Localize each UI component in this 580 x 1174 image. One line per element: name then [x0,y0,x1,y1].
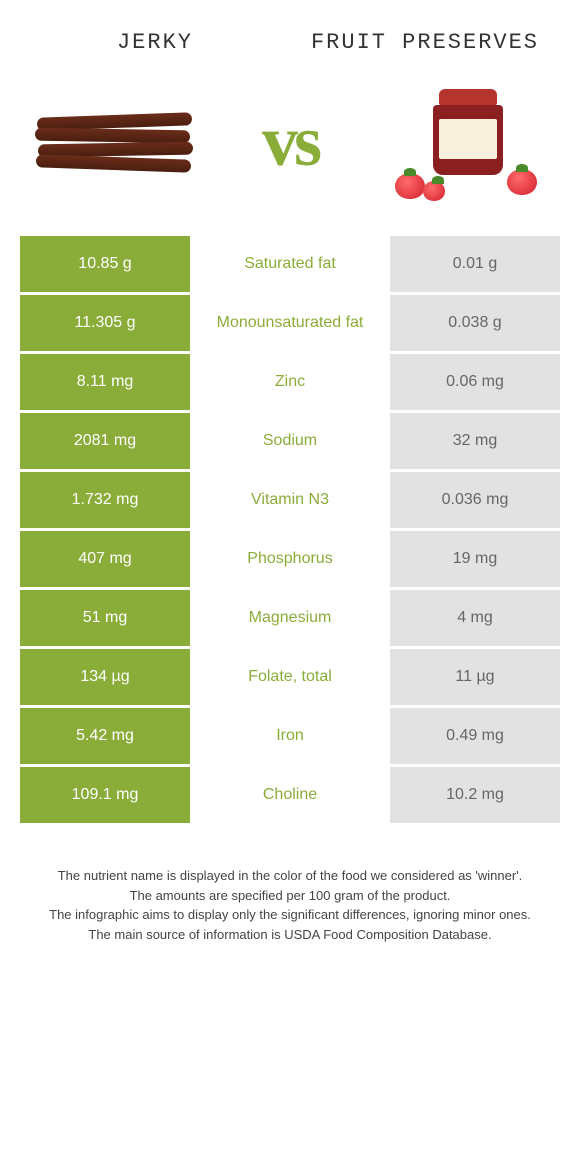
table-row: 11.305 gMonounsaturated fat0.038 g [20,295,560,351]
footer-notes: The nutrient name is displayed in the co… [0,826,580,944]
table-row: 109.1 mgCholine10.2 mg [20,767,560,823]
footer-line: The main source of information is USDA F… [30,925,550,945]
table-row: 5.42 mgIron0.49 mg [20,708,560,764]
value-right: 0.036 mg [390,472,560,528]
table-row: 1.732 mgVitamin N30.036 mg [20,472,560,528]
nutrient-name: Vitamin N3 [190,472,390,528]
nutrient-name: Magnesium [190,590,390,646]
comparison-table: 10.85 gSaturated fat0.01 g11.305 gMonoun… [20,236,560,823]
value-right: 4 mg [390,590,560,646]
footer-line: The nutrient name is displayed in the co… [30,866,550,886]
header-left: Jerky [20,30,290,56]
value-left: 8.11 mg [20,354,190,410]
value-left: 11.305 g [20,295,190,351]
value-left: 134 µg [20,649,190,705]
header: Jerky Fruit Preserves [0,0,580,66]
title-left: Jerky [20,30,290,56]
value-right: 19 mg [390,531,560,587]
value-right: 32 mg [390,413,560,469]
vs-label: vs [262,100,318,183]
value-left: 5.42 mg [20,708,190,764]
value-right: 11 µg [390,649,560,705]
nutrient-name: Sodium [190,413,390,469]
footer-line: The infographic aims to display only the… [30,905,550,925]
value-left: 10.85 g [20,236,190,292]
value-left: 109.1 mg [20,767,190,823]
nutrient-name: Monounsaturated fat [190,295,390,351]
preserves-image [380,86,550,196]
value-right: 0.038 g [390,295,560,351]
images-row: vs [0,66,580,236]
table-row: 10.85 gSaturated fat0.01 g [20,236,560,292]
table-row: 51 mgMagnesium4 mg [20,590,560,646]
value-left: 51 mg [20,590,190,646]
nutrient-name: Saturated fat [190,236,390,292]
value-right: 10.2 mg [390,767,560,823]
title-right: Fruit Preserves [290,30,560,56]
header-right: Fruit Preserves [290,30,560,56]
footer-line: The amounts are specified per 100 gram o… [30,886,550,906]
nutrient-name: Iron [190,708,390,764]
value-right: 0.06 mg [390,354,560,410]
value-left: 2081 mg [20,413,190,469]
table-row: 8.11 mgZinc0.06 mg [20,354,560,410]
table-row: 407 mgPhosphorus19 mg [20,531,560,587]
nutrient-name: Phosphorus [190,531,390,587]
jerky-image [30,86,200,196]
value-left: 407 mg [20,531,190,587]
nutrient-name: Zinc [190,354,390,410]
table-row: 2081 mgSodium32 mg [20,413,560,469]
nutrient-name: Choline [190,767,390,823]
nutrient-name: Folate, total [190,649,390,705]
value-left: 1.732 mg [20,472,190,528]
value-right: 0.49 mg [390,708,560,764]
table-row: 134 µgFolate, total11 µg [20,649,560,705]
value-right: 0.01 g [390,236,560,292]
